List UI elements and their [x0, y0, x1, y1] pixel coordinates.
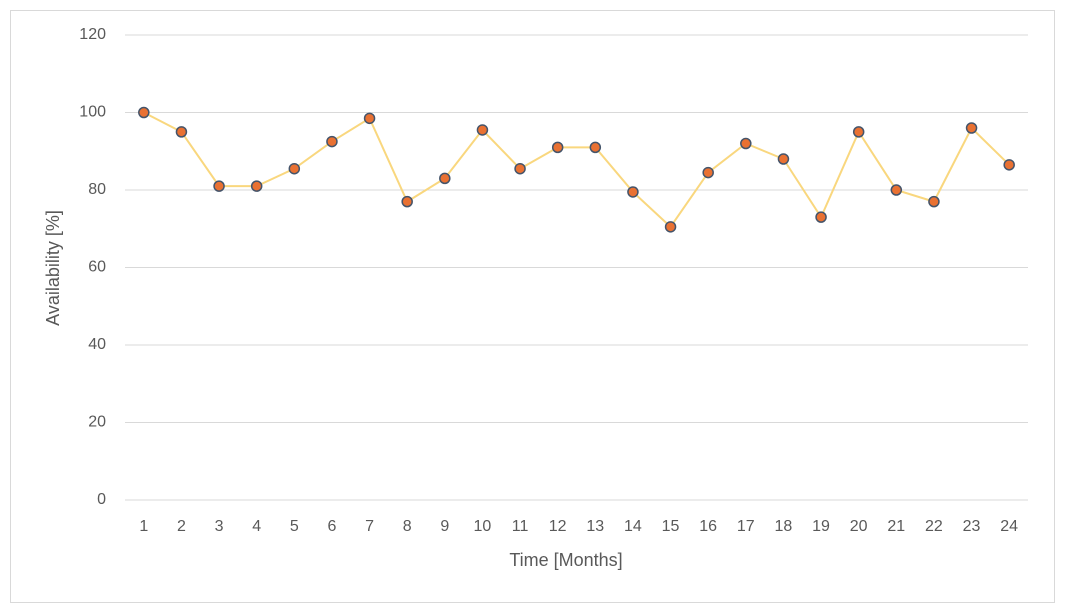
x-tick-label: 9 — [440, 518, 449, 535]
data-point — [1003, 159, 1015, 171]
data-point — [250, 180, 263, 192]
data-point — [589, 141, 602, 154]
data-point — [815, 211, 827, 223]
y-tick-label: 120 — [79, 26, 106, 43]
data-point — [439, 172, 451, 185]
data-point — [138, 106, 150, 119]
data-point — [965, 122, 978, 134]
x-tick-label: 18 — [775, 518, 793, 535]
x-tick-label: 23 — [963, 518, 981, 535]
x-tick-label: 6 — [327, 518, 336, 535]
data-point — [514, 162, 526, 175]
data-point — [702, 166, 714, 179]
data-point — [363, 112, 376, 125]
x-tick-label: 14 — [624, 518, 642, 535]
x-tick-label: 15 — [662, 518, 680, 535]
x-tick-label: 3 — [215, 518, 224, 535]
x-tick-label: 7 — [365, 518, 374, 535]
data-point — [401, 195, 413, 208]
data-point — [740, 137, 752, 150]
x-tick-label: 5 — [290, 518, 299, 535]
data-point — [852, 126, 865, 138]
data-point — [213, 180, 225, 192]
data-point — [551, 141, 564, 154]
x-tick-label: 1 — [139, 518, 148, 535]
x-tick-label: 22 — [925, 518, 943, 535]
data-point — [288, 162, 301, 175]
x-tick-label: 2 — [177, 518, 186, 535]
x-tick-label: 13 — [586, 518, 604, 535]
data-point — [928, 195, 940, 208]
y-tick-label: 40 — [88, 336, 106, 353]
x-tick-label: 10 — [474, 518, 492, 535]
x-tick-label: 11 — [512, 518, 529, 535]
x-tick-label: 20 — [850, 518, 868, 535]
data-point — [890, 184, 903, 196]
y-tick-label: 20 — [88, 414, 106, 431]
data-line — [143, 111, 1010, 229]
data-point — [326, 135, 338, 148]
y-axis-title: Availability [%] — [43, 210, 63, 326]
x-tick-label: 21 — [887, 518, 905, 535]
data-point — [175, 126, 188, 138]
y-tick-label: 80 — [88, 181, 106, 198]
x-tick-label: 4 — [252, 518, 261, 535]
x-tick-label: 17 — [737, 518, 755, 535]
y-tick-label: 60 — [88, 259, 106, 276]
data-point — [777, 153, 790, 165]
x-tick-label: 19 — [812, 518, 830, 535]
data-point — [664, 221, 677, 233]
data-point — [627, 186, 639, 198]
y-tick-label: 0 — [97, 491, 106, 508]
x-tick-label: 24 — [1000, 518, 1018, 535]
y-tick-label: 100 — [79, 104, 106, 121]
x-tick-label: 12 — [549, 518, 567, 535]
chart-frame — [10, 10, 1055, 603]
x-tick-label: 8 — [403, 518, 412, 535]
x-axis-title: Time [Months] — [509, 550, 622, 570]
data-point — [476, 124, 489, 136]
x-tick-label: 16 — [699, 518, 717, 535]
